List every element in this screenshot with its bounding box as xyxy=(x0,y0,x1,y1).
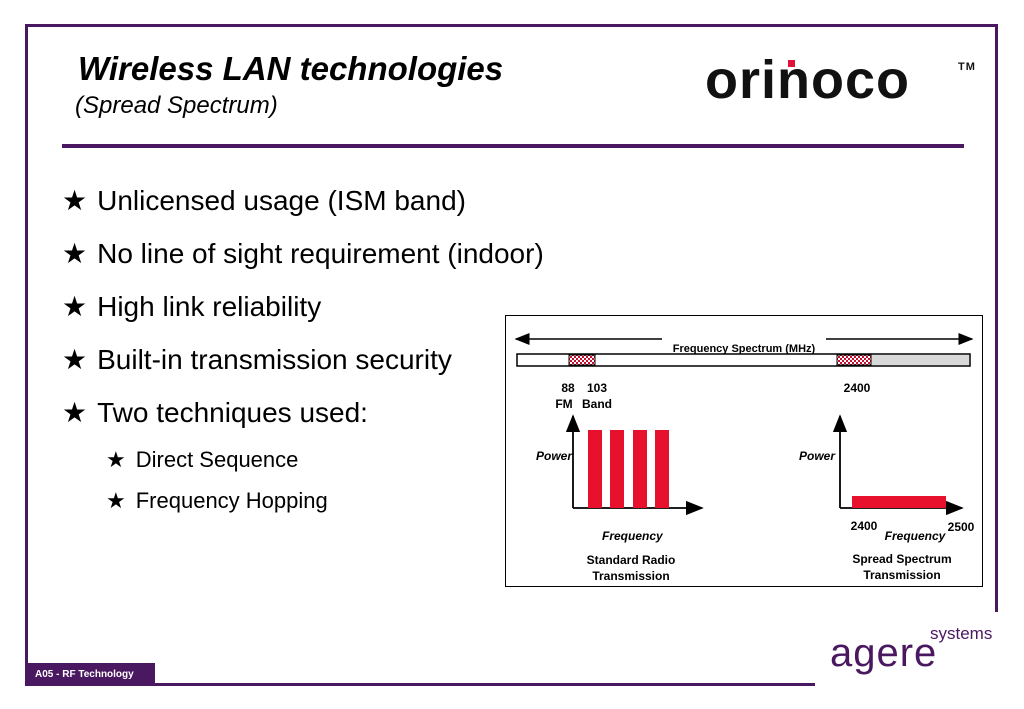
mark-band: Band xyxy=(582,397,612,411)
slide-title: Wireless LAN technologies xyxy=(78,50,504,87)
systems-text: systems xyxy=(930,624,992,643)
signal-bar xyxy=(588,430,602,508)
signal-bar xyxy=(610,430,624,508)
orinoco-wordmark: orinoco TM xyxy=(705,50,975,110)
mark-88: 88 xyxy=(561,381,575,395)
footer-rule xyxy=(25,683,815,686)
ism-band-marker xyxy=(836,354,872,366)
agere-logo: agere systems xyxy=(826,622,1006,692)
spectrum-band-shade xyxy=(871,355,969,365)
fm-band-marker xyxy=(568,354,596,366)
bullet-item: ★ No line of sight requirement (indoor) xyxy=(62,227,544,280)
sub-bullet-item: ★ Frequency Hopping xyxy=(62,480,544,521)
orinoco-wordmark-text: orinoco xyxy=(705,52,910,110)
agere-text: agere xyxy=(830,631,937,675)
frame-gap xyxy=(995,612,1001,692)
sub-bullet-item: ★ Direct Sequence xyxy=(62,439,544,480)
bullet-text: Direct Sequence xyxy=(135,446,299,472)
right-caption-2: Transmission xyxy=(863,568,940,582)
star-icon: ★ xyxy=(62,291,88,322)
agere-wordmark: agere systems xyxy=(830,624,992,675)
bullet-text: Built-in transmission security xyxy=(97,343,452,375)
signal-bar xyxy=(633,430,647,508)
left-x-label: Frequency xyxy=(602,529,664,543)
bullet-list: ★ Unlicensed usage (ISM band) ★ No line of… xyxy=(62,174,544,521)
right-x-end: 2500 xyxy=(948,520,975,534)
bullet-item: ★ Two techniques used: xyxy=(62,386,544,439)
footer-section-label: A05 - RF Technology xyxy=(27,663,155,685)
star-icon: ★ xyxy=(106,487,126,513)
slide-frame xyxy=(25,24,998,685)
right-caption-1: Spread Spectrum xyxy=(852,552,951,566)
bullet-item: ★ High link reliability xyxy=(62,280,544,333)
title-rule xyxy=(62,144,964,148)
bullet-text: No line of sight requirement (indoor) xyxy=(97,237,544,269)
star-icon: ★ xyxy=(62,185,88,216)
star-icon: ★ xyxy=(62,397,88,428)
right-y-label: Power xyxy=(799,449,836,463)
bullet-text: Two techniques used: xyxy=(97,396,368,428)
spectrum-label: Frequency Spectrum (MHz) xyxy=(673,343,816,355)
mark-103: 103 xyxy=(587,381,607,395)
star-icon: ★ xyxy=(106,446,126,472)
right-x-start: 2400 xyxy=(851,519,878,533)
mark-2400-top: 2400 xyxy=(844,381,871,395)
spectrum-label-bg xyxy=(662,332,826,346)
signal-bar xyxy=(655,430,669,508)
bullet-item: ★ Built-in transmission security xyxy=(62,333,544,386)
bullet-text: Unlicensed usage (ISM band) xyxy=(97,184,466,216)
bullet-item: ★ Unlicensed usage (ISM band) xyxy=(62,174,544,227)
left-y-label: Power xyxy=(536,449,573,463)
spectrum-diagram: Frequency Spectrum (MHz) 88 FM 103 Band … xyxy=(505,315,983,587)
bullet-text: Frequency Hopping xyxy=(135,487,328,513)
spectrum-diagram-svg: Frequency Spectrum (MHz) 88 FM 103 Band … xyxy=(514,332,975,583)
spread-signal xyxy=(852,496,946,508)
orinoco-logo: orinoco TM xyxy=(705,50,975,125)
left-caption-1: Standard Radio xyxy=(587,553,676,567)
left-caption-2: Transmission xyxy=(592,569,669,583)
right-x-label: Frequency xyxy=(885,529,947,543)
star-icon: ★ xyxy=(62,238,88,269)
bullet-text: High link reliability xyxy=(97,290,322,322)
orinoco-dot xyxy=(788,60,795,67)
mark-fm: FM xyxy=(555,397,572,411)
star-icon: ★ xyxy=(62,344,88,375)
orinoco-tm: TM xyxy=(958,61,975,73)
slide-subtitle: (Spread Spectrum) xyxy=(75,92,278,119)
